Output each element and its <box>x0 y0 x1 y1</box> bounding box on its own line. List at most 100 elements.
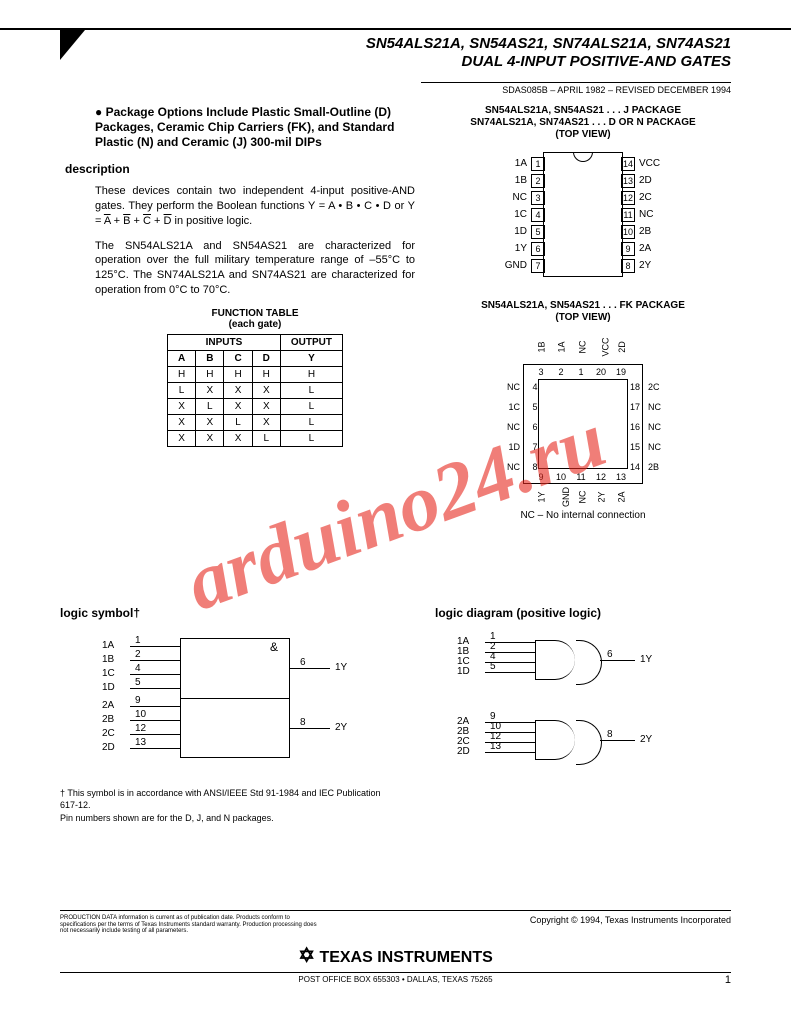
function-table: INPUTS OUTPUT ABCDY HHHHHLXXXLXLXXLXXLXL… <box>167 334 343 447</box>
footnote-2: Pin numbers shown are for the D, J, and … <box>60 813 400 825</box>
pin-label: 1C <box>497 209 527 220</box>
pin-num: 1 <box>135 635 141 646</box>
pin-label: NC <box>578 341 588 354</box>
pin-num: 4 <box>531 208 545 222</box>
pin-label: 2Y <box>640 734 652 745</box>
pin-num: 7 <box>531 259 545 273</box>
pin-num: 18 <box>626 382 644 392</box>
pin-label: 1D <box>497 226 527 237</box>
pin-label: 2A <box>639 243 669 254</box>
page-number: 1 <box>725 974 731 986</box>
and-gate-icon <box>535 640 575 680</box>
pin-num: 3 <box>532 367 550 377</box>
pin-label: 2A <box>102 700 114 711</box>
th-Y: Y <box>280 350 342 366</box>
wire <box>130 706 180 707</box>
and-symbol-icon: & <box>270 640 278 654</box>
pin-label: 2B <box>648 462 678 472</box>
pin-label: 1B <box>537 341 547 352</box>
wire <box>290 728 330 729</box>
pin-num: 13 <box>612 472 630 482</box>
description-para2: The SN54ALS21A and SN54AS21 are characte… <box>95 239 415 298</box>
pin-label: NC <box>490 462 520 472</box>
table-row: XXXLL <box>167 430 342 446</box>
th-B: B <box>196 350 224 366</box>
wire <box>130 688 180 689</box>
description-para1: These devices contain two independent 4-… <box>95 184 415 229</box>
pin-label: 1Y <box>335 662 347 673</box>
pin-label: 2Y <box>597 491 607 502</box>
wire <box>130 674 180 675</box>
pin-num: 15 <box>626 442 644 452</box>
and-gate-icon <box>535 720 575 760</box>
pin-num: 7 <box>526 442 544 452</box>
pin-num: 5 <box>526 402 544 412</box>
pin-label: 1D <box>490 442 520 452</box>
pin-label: NC <box>648 442 678 452</box>
pin-num: 2 <box>135 649 141 660</box>
pin-label: 2B <box>639 226 669 237</box>
wire <box>130 646 180 647</box>
page-title: SN54ALS21A, SN54AS21, SN74ALS21A, SN74AS… <box>366 35 731 71</box>
wire <box>130 660 180 661</box>
pin-num: 8 <box>300 717 306 728</box>
wire <box>130 734 180 735</box>
pin-num: 10 <box>135 709 146 720</box>
pin-num: 1 <box>531 157 545 171</box>
pin-num: 14 <box>621 157 635 171</box>
pin-num: 5 <box>531 225 545 239</box>
title-line2: DUAL 4-INPUT POSITIVE-AND GATES <box>366 53 731 71</box>
th-C: C <box>224 350 252 366</box>
pin-num: 3 <box>531 191 545 205</box>
dip-package-diagram: 11A14VCC21B132D3NC122C41C11NC51D102B61Y9… <box>483 147 683 282</box>
gate-diagram-1: 1A11B21C41D51Y6 <box>445 628 705 708</box>
dip-pkg-title: SN54ALS21A, SN54AS21 . . . J PACKAGE SN7… <box>435 105 731 141</box>
header-rule <box>0 28 791 30</box>
logic-diagram-section: logic diagram (positive logic) 1A11B21C4… <box>435 600 731 825</box>
title-line1: SN54ALS21A, SN54AS21, SN74ALS21A, SN74AS… <box>366 35 731 53</box>
wire <box>600 740 635 741</box>
pin-num: 14 <box>626 462 644 472</box>
table-row: LXXXL <box>167 382 342 398</box>
ti-logo: ✡ TEXAS INSTRUMENTS <box>60 935 731 968</box>
table-row: XLXXL <box>167 398 342 414</box>
pin-label: 2A <box>617 491 627 502</box>
page-footer: PRODUCTION DATA information is current a… <box>60 910 731 984</box>
fk-package-diagram: 1B31Y91A2GND10NC1NC11VCC202Y122D192A13NC… <box>468 334 698 504</box>
doc-info: SDAS085B – APRIL 1982 – REVISED DECEMBER… <box>421 82 731 95</box>
right-column: SN54ALS21A, SN54AS21 . . . J PACKAGE SN7… <box>435 105 731 521</box>
pin-num: 8 <box>607 729 613 740</box>
fk-pkg-title: SN54ALS21A, SN54AS21 . . . FK PACKAGE (T… <box>435 300 731 324</box>
feature-bullet: Package Options Include Plastic Small-Ou… <box>95 105 415 150</box>
table-row: HHHHH <box>167 366 342 382</box>
pin-label: 1B <box>102 654 114 665</box>
pin-label: GND <box>497 260 527 271</box>
pin-label: 1Y <box>497 243 527 254</box>
pin-num: 2 <box>531 174 545 188</box>
th-output: OUTPUT <box>280 334 342 350</box>
pin-num: 5 <box>490 661 496 672</box>
pin-label: 2D <box>639 175 669 186</box>
pin-label: 1A <box>497 158 527 169</box>
th-inputs: INPUTS <box>167 334 280 350</box>
datasheet-page: SN54ALS21A, SN54AS21, SN74ALS21A, SN74AS… <box>0 0 791 1024</box>
pin-label: 1C <box>102 668 115 679</box>
pin-label: NC <box>578 491 588 504</box>
pin-label: NC <box>490 382 520 392</box>
description-heading: description <box>65 162 415 176</box>
pin-label: 2C <box>648 382 678 392</box>
pin-label: VCC <box>601 337 611 356</box>
pin-label: 1B <box>497 175 527 186</box>
header-triangle-icon <box>60 30 85 60</box>
lower-section: logic symbol† & 1A11B21C41D51Y62A92B102C… <box>60 600 731 825</box>
th-A: A <box>167 350 195 366</box>
pin-num: 13 <box>490 741 501 752</box>
pin-num: 20 <box>592 367 610 377</box>
pin-num: 2 <box>552 367 570 377</box>
footnote-1: † This symbol is in accordance with ANSI… <box>60 788 400 811</box>
pin-label: NC <box>648 402 678 412</box>
pin-label: 2B <box>102 714 114 725</box>
logic-symbol-diagram: & 1A11B21C41D51Y62A92B102C122D132Y8 <box>80 628 380 778</box>
pin-num: 13 <box>621 174 635 188</box>
production-data-note: PRODUCTION DATA information is current a… <box>60 915 320 935</box>
